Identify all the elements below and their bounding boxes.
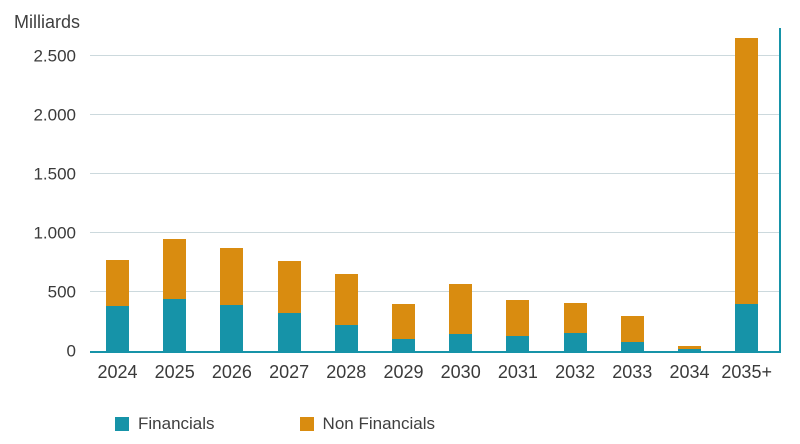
bar-segment-financials xyxy=(678,349,701,351)
x-axis-tick-label: 2031 xyxy=(497,362,538,382)
bar-segment-financials xyxy=(334,325,358,351)
bar-segment-non-financials xyxy=(392,303,415,340)
bar-segment-financials xyxy=(163,299,187,351)
gridline xyxy=(90,291,779,292)
bar-segment-financials xyxy=(506,335,530,351)
bar-segment-non-financials xyxy=(506,300,530,336)
x-axis-tick-label: 2029 xyxy=(383,362,424,382)
bar-segment-financials xyxy=(620,341,644,351)
bar-2033 xyxy=(620,315,644,351)
gridline xyxy=(90,114,779,115)
bar-2029 xyxy=(392,303,415,351)
bar-2026 xyxy=(220,248,244,351)
bar-segment-financials xyxy=(106,306,129,351)
y-axis-tick-label: 500 xyxy=(47,282,76,302)
bar-segment-non-financials xyxy=(163,238,187,300)
legend-item-non-financials: Non Financials xyxy=(299,414,435,434)
bar-segment-non-financials xyxy=(678,345,701,350)
x-axis-tick-label: 2032 xyxy=(555,362,596,382)
x-axis-tick-label: 2024 xyxy=(97,362,138,382)
x-axis-tick-label: 2025 xyxy=(154,362,195,382)
x-axis-tick-label: 2026 xyxy=(211,362,252,382)
legend-item-financials: Financials xyxy=(115,414,215,434)
bar-segment-financials xyxy=(735,303,759,351)
y-axis-title: Milliards xyxy=(14,12,81,32)
plot-area: 0 500 1.000 1.500 2.000 2.500 2024 2025 2026 2027… xyxy=(33,28,781,381)
y-axis-tick-label: 1.500 xyxy=(33,164,76,184)
x-axis-tick-label: 2028 xyxy=(326,362,367,382)
y-axis-tick-label: 2.000 xyxy=(33,105,76,125)
financials-color-swatch xyxy=(115,417,129,431)
x-axis-tick-label: 2034 xyxy=(669,362,710,382)
bar-2032 xyxy=(563,302,587,351)
bar-2031 xyxy=(506,300,530,351)
bar-segment-non-financials xyxy=(620,315,644,342)
bar-segment-financials xyxy=(392,339,415,351)
bar-2035+ xyxy=(735,38,759,351)
y-axis-tick-label: 1.000 xyxy=(33,223,76,243)
x-axis-tick-label: 2030 xyxy=(440,362,481,382)
bar-2025 xyxy=(163,238,187,351)
bar-segment-non-financials xyxy=(334,274,358,326)
bar-2028 xyxy=(334,274,358,351)
x-axis-tick-label: 2033 xyxy=(612,362,653,382)
x-axis-tick-label: 2027 xyxy=(269,362,310,382)
bar-segment-non-financials xyxy=(277,261,301,314)
bar-segment-financials xyxy=(563,333,587,351)
legend-label-non-financials: Non Financials xyxy=(322,414,435,433)
bar-segment-financials xyxy=(220,304,244,351)
bar-segment-non-financials xyxy=(220,248,244,305)
bar-segment-non-financials xyxy=(106,260,129,307)
legend: Financials Non Financials xyxy=(115,414,435,434)
bar-segment-non-financials xyxy=(735,38,759,304)
bar-segment-financials xyxy=(277,313,301,351)
legend-label-financials: Financials xyxy=(138,414,215,433)
bar-2034 xyxy=(678,345,701,351)
x-axis-tick-label: 2035+ xyxy=(721,362,772,382)
y-axis-tick-label: 0 xyxy=(66,341,76,361)
bar-segment-non-financials xyxy=(563,302,587,334)
bar-segment-financials xyxy=(449,334,473,351)
gridline xyxy=(90,173,779,174)
gridline xyxy=(90,55,779,56)
gridline xyxy=(90,232,779,233)
non-financials-color-swatch xyxy=(299,417,314,431)
y-axis-tick-label: 2.500 xyxy=(33,46,76,66)
bar-2024 xyxy=(106,260,129,351)
bar-2030 xyxy=(449,283,473,351)
bar-2027 xyxy=(277,261,301,351)
bar-segment-non-financials xyxy=(449,283,473,335)
